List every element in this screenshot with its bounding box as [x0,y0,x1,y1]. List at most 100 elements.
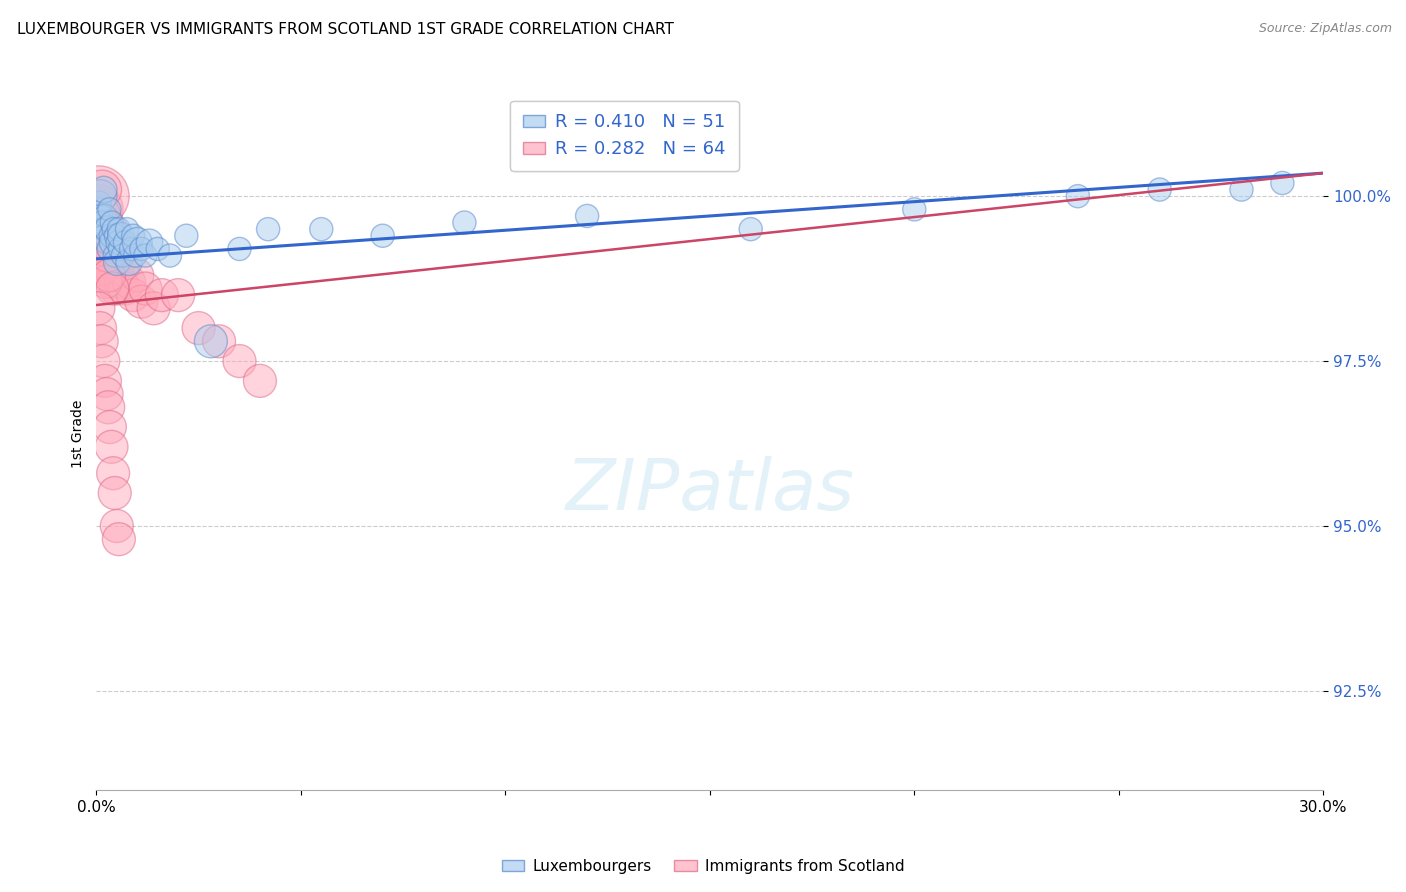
Point [87,202,110,217]
Point [138,235,160,250]
Point [101,235,124,250]
Point [208,334,231,349]
Point [96,235,118,250]
Y-axis label: 1st Grade: 1st Grade [72,400,86,467]
Point [257,222,280,236]
Point [107,235,129,250]
Point [89,235,111,250]
Point [93,242,115,256]
Point [90,209,112,223]
Point [118,255,141,269]
Point [118,275,141,289]
Point [105,519,128,533]
Point [87,301,110,316]
Point [576,209,599,223]
Point [93,183,115,197]
Point [100,440,122,454]
Point [94,209,117,223]
Point [127,235,149,250]
Text: LUXEMBOURGER VS IMMIGRANTS FROM SCOTLAND 1ST GRADE CORRELATION CHART: LUXEMBOURGER VS IMMIGRANTS FROM SCOTLAND… [17,22,673,37]
Point [903,202,925,217]
Point [87,189,110,203]
Point [105,261,128,276]
Point [98,228,121,243]
Point [91,183,114,197]
Point [104,281,127,295]
Point [94,255,117,269]
Point [105,255,128,269]
Point [93,216,115,230]
Point [146,242,169,256]
Point [104,228,127,243]
Point [142,301,165,316]
Point [134,281,156,295]
Point [96,248,118,262]
Point [100,222,122,236]
Point [101,216,124,230]
Point [228,242,250,256]
Point [108,532,131,546]
Point [115,222,138,236]
Point [97,401,120,415]
Point [89,228,111,243]
Point [159,248,181,262]
Point [101,255,124,269]
Point [131,294,153,309]
Point [90,242,112,256]
Point [120,242,142,256]
Point [98,261,121,276]
Point [124,248,146,262]
Point [150,288,173,302]
Point [90,334,112,349]
Point [111,248,134,262]
Point [100,242,122,256]
Point [176,228,198,243]
Point [97,242,120,256]
Point [91,261,114,276]
Point [97,222,120,236]
Point [86,255,108,269]
Point [187,321,209,335]
Point [100,228,122,243]
Point [1149,183,1171,197]
Point [740,222,762,236]
Point [97,248,120,262]
Point [101,275,124,289]
Point [89,216,111,230]
Point [89,195,111,210]
Point [108,248,131,262]
Point [167,288,190,302]
Point [96,222,118,236]
Point [98,268,121,283]
Point [94,374,117,388]
Point [110,275,132,289]
Point [93,235,115,250]
Point [98,420,121,434]
Point [104,248,127,262]
Point [86,222,108,236]
Point [110,228,132,243]
Point [371,228,394,243]
Point [249,374,271,388]
Point [104,248,127,262]
Point [122,228,145,243]
Point [453,216,475,230]
Point [200,334,222,349]
Point [93,228,115,243]
Point [1271,176,1294,190]
Point [134,248,156,262]
Point [311,222,333,236]
Point [131,242,153,256]
Point [91,216,114,230]
Point [103,222,125,236]
Point [228,354,250,368]
Text: Source: ZipAtlas.com: Source: ZipAtlas.com [1258,22,1392,36]
Point [111,261,134,276]
Point [96,387,118,401]
Point [98,202,121,217]
Point [103,268,125,283]
Point [90,209,112,223]
Point [103,235,125,250]
Point [127,268,149,283]
Text: ZIPatlas: ZIPatlas [565,456,855,525]
